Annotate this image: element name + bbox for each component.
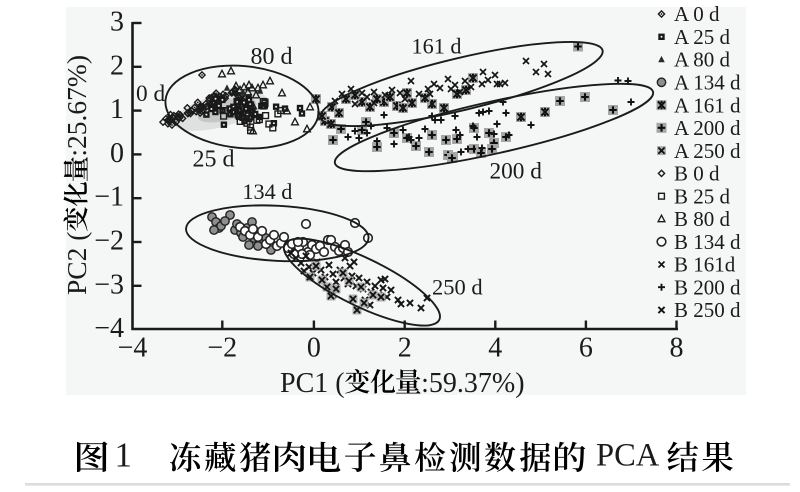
svg-text:−4: −4 — [118, 333, 148, 364]
svg-text:B 200 d: B 200 d — [674, 275, 741, 299]
svg-text:25 d: 25 d — [193, 147, 235, 173]
svg-text:PCA: PCA — [596, 438, 660, 474]
svg-text:A 250 d: A 250 d — [674, 139, 741, 163]
svg-text:B 134 d: B 134 d — [674, 230, 741, 254]
svg-text:0: 0 — [110, 138, 124, 169]
svg-text:B 250 d: B 250 d — [674, 298, 741, 322]
svg-text:2: 2 — [110, 50, 124, 81]
svg-text:8: 8 — [670, 333, 684, 364]
svg-text:161 d: 161 d — [412, 34, 462, 59]
svg-text:PC1 (: PC1 ( — [280, 368, 345, 399]
svg-text:−4: −4 — [94, 313, 124, 344]
svg-text:A 80 d: A 80 d — [674, 48, 731, 72]
svg-text:80 d: 80 d — [251, 44, 293, 70]
svg-text:A 25 d: A 25 d — [674, 25, 731, 49]
svg-text:B 0 d: B 0 d — [674, 162, 720, 186]
svg-text:−1: −1 — [94, 182, 124, 213]
svg-text:6: 6 — [579, 333, 593, 364]
svg-text:−2: −2 — [207, 333, 237, 364]
svg-text:134 d: 134 d — [242, 179, 292, 204]
svg-text:−2: −2 — [94, 226, 124, 257]
svg-text:1: 1 — [115, 436, 133, 475]
svg-text:A 0 d: A 0 d — [674, 2, 720, 26]
svg-text:B 80 d: B 80 d — [674, 207, 731, 231]
svg-text::59.37%): :59.37%) — [421, 368, 524, 399]
svg-text:3: 3 — [110, 7, 124, 38]
svg-text:1: 1 — [110, 94, 124, 125]
svg-text:A 161 d: A 161 d — [674, 93, 741, 117]
svg-text:250 d: 250 d — [432, 275, 483, 300]
svg-text:A 134 d: A 134 d — [674, 71, 741, 95]
svg-text:0: 0 — [307, 333, 321, 364]
svg-text:B 25 d: B 25 d — [674, 184, 731, 208]
svg-text:B 161d: B 161d — [674, 253, 736, 277]
svg-text:4: 4 — [488, 333, 502, 364]
svg-text:2: 2 — [398, 333, 412, 364]
svg-text:200 d: 200 d — [490, 159, 543, 185]
svg-text::25.67%): :25.67%) — [61, 55, 92, 157]
svg-text:−3: −3 — [94, 269, 124, 300]
svg-text:PC2 (: PC2 ( — [61, 232, 92, 295]
svg-text:A 200 d: A 200 d — [674, 116, 741, 140]
svg-text:0 d: 0 d — [136, 81, 165, 107]
